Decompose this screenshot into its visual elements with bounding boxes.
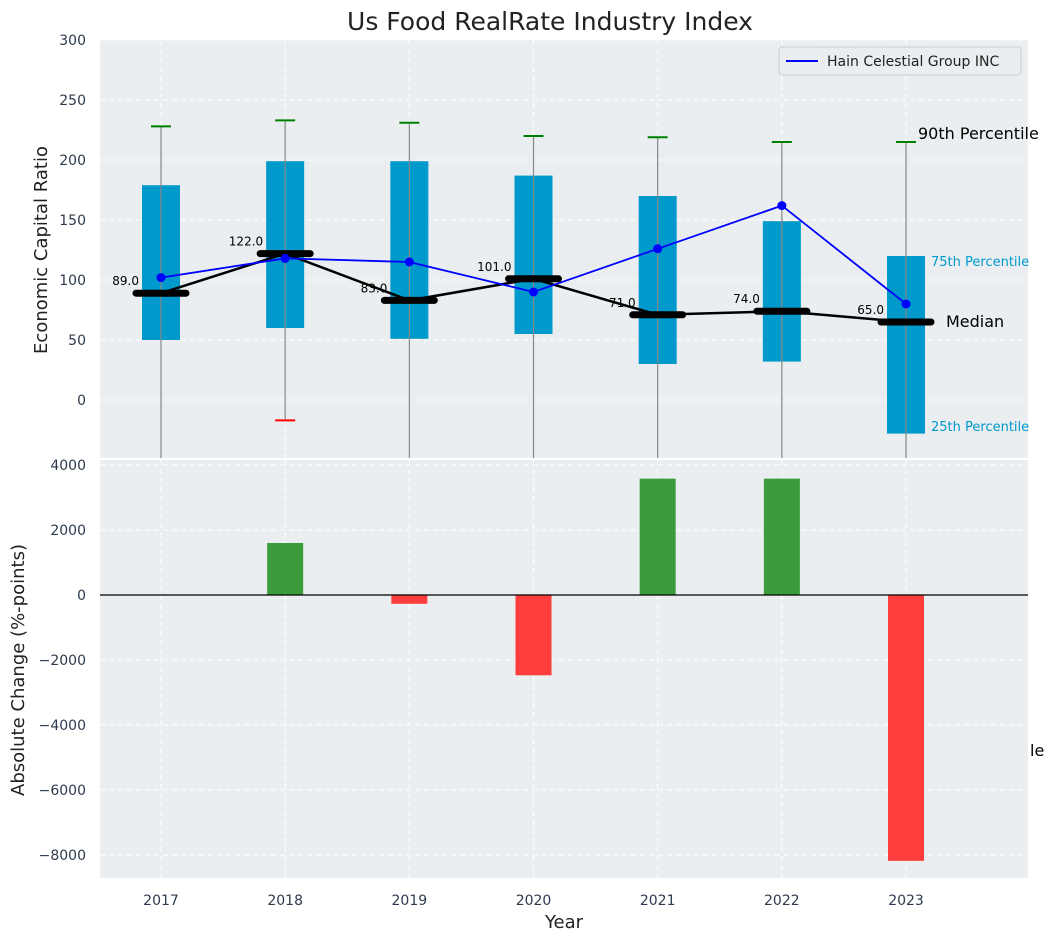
company-point-2021 (653, 244, 663, 254)
x-tick-label-2019: 2019 (392, 893, 428, 909)
x-axis-label: Year (544, 912, 584, 933)
top-y-tick-label: 0 (77, 393, 86, 409)
p75-annotation: 75th Percentile (931, 255, 1029, 270)
x-tick-label-2022: 2022 (764, 893, 800, 909)
bottom-grid: −8000 −6000 −4000 −2000 0 2000 4000 (39, 458, 1028, 878)
top-y-tick-label: 100 (59, 273, 86, 289)
median-value-label-2019: 83.0 (361, 281, 388, 295)
legend-box (778, 46, 1022, 76)
change-bar-2019 (391, 595, 428, 604)
change-bar-2023 (888, 595, 925, 861)
bottom-y-axis-label: Absolute Change (%-points) (8, 544, 29, 796)
x-tick-label-2020: 2020 (516, 893, 552, 909)
median-value-label-2017: 89.0 (112, 274, 139, 288)
median-value-label-2020: 101.0 (477, 260, 511, 274)
x-tick-label-2023: 2023 (888, 893, 924, 909)
x-tick-label-2021: 2021 (640, 893, 676, 909)
bottom-y-tick-label: −4000 (39, 718, 86, 734)
change-bar-2021 (639, 478, 676, 595)
top-y-tick-label: 50 (68, 333, 86, 349)
median-value-label-2022: 74.0 (733, 292, 760, 306)
bottom-y-tick-label: 4000 (50, 458, 86, 474)
p90-annotation: 90th Percentile (918, 124, 1039, 143)
legend-entry: Hain Celestial Group INC (827, 54, 999, 70)
company-point-2020 (529, 287, 539, 297)
top-panel-background (100, 40, 1028, 458)
company-point-2022 (777, 201, 787, 211)
chart-title: Us Food RealRate Industry Index (347, 7, 753, 36)
bottom-y-tick-label: 2000 (50, 523, 86, 539)
top-y-axis-label: Economic Capital Ratio (31, 146, 52, 354)
median-value-label-2018: 122.0 (229, 235, 263, 249)
bottom-y-tick-label: 0 (77, 588, 86, 604)
company-point-2018 (280, 253, 290, 263)
x-tick-label-2017: 2017 (143, 893, 179, 909)
p25-annotation: 25th Percentile (931, 420, 1029, 435)
change-bar-2018 (267, 543, 304, 595)
top-y-tick-label: 250 (59, 93, 86, 109)
bar-layer: 2017 2018 2019 2020 2021 2022 2023 (100, 478, 1028, 909)
x-tick-label-2018: 2018 (267, 893, 303, 909)
median-value-label-2023: 65.0 (857, 303, 884, 317)
company-point-2023 (901, 299, 911, 309)
company-point-2017 (156, 273, 166, 283)
top-y-tick-label: 300 (59, 33, 86, 49)
company-point-2019 (404, 257, 414, 267)
bottom-y-tick-label: −8000 (39, 848, 86, 864)
median-value-label-2021: 71.0 (609, 296, 636, 310)
bottom-y-tick-label: −2000 (39, 653, 86, 669)
clipped-annotation: le (1030, 741, 1044, 760)
top-y-tick-label: 150 (59, 213, 86, 229)
top-y-tick-label: 200 (59, 153, 86, 169)
box-plot-layer: 89.0 122.0 83.0 101.0 71.0 74.0 65.0 (112, 119, 935, 458)
bottom-y-tick-label: −6000 (39, 783, 86, 799)
change-bar-2022 (763, 478, 800, 595)
median-annotation: Median (946, 312, 1004, 331)
change-bar-2020 (515, 595, 552, 676)
legend: Hain Celestial Group INC (778, 46, 1022, 76)
